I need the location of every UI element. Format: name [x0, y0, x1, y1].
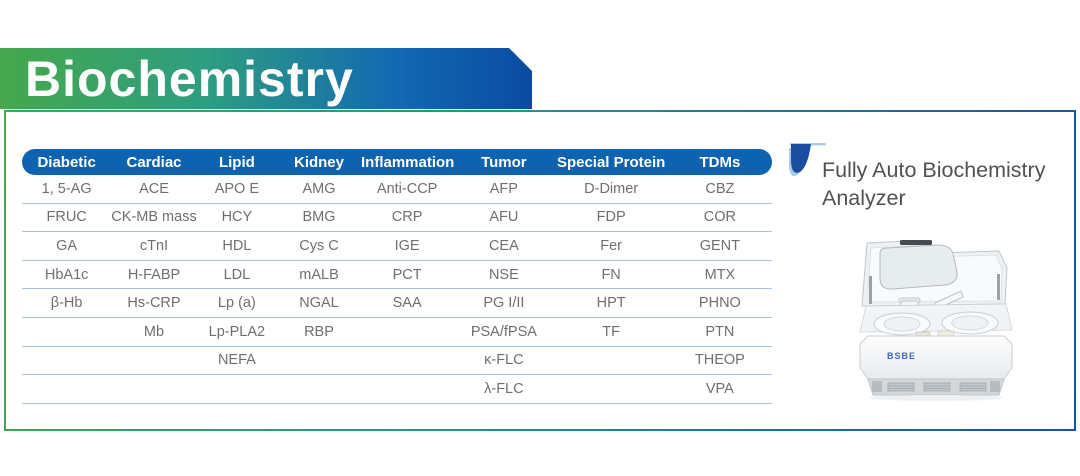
table-cell: VPA [705, 380, 734, 397]
flag-shape [791, 144, 811, 173]
table-cell: CK-MB mass [111, 209, 197, 226]
table-cell: FRUC [46, 209, 87, 226]
table-cell: λ-FLC [484, 380, 524, 397]
table-cell: TF [602, 323, 620, 340]
table-cell: FN [601, 266, 621, 283]
vent-grilles [887, 382, 987, 392]
device-hinge-right [997, 274, 1000, 300]
table-cell: NGAL [299, 295, 339, 312]
table-cell: AMG [302, 180, 336, 197]
table-cell: SAA [392, 295, 422, 312]
table-row: β-Hb Hs-CRP Lp (a) NGAL SAA PG I/II HPT PHNO [22, 289, 772, 318]
table-cell: PSA/fPSA [470, 323, 537, 340]
column-header: Tumor [481, 153, 527, 171]
table-cell: Fer [600, 237, 622, 254]
tray-inner-left [883, 316, 921, 332]
column-header: Diabetic [37, 153, 96, 171]
table-cell: Cys C [299, 237, 339, 254]
table-row: NEFA κ-FLC THEOP [22, 347, 772, 376]
table-cell: AFU [489, 209, 519, 226]
table-cell: GA [56, 237, 78, 254]
table-cell: Lp-PLA2 [208, 323, 266, 340]
table-cell: THEOP [694, 352, 745, 369]
table-cell: GENT [699, 237, 741, 254]
table-cell: NSE [488, 266, 519, 283]
table-body: 1, 5-AG ACE APO E AMG Anti-CCP AFP D-Dimer CBZ F… [22, 175, 772, 404]
column-header: Special Protein [556, 153, 666, 171]
tray-inner-right [951, 315, 989, 331]
table-cell: HDL [222, 237, 252, 254]
column-header: TDMs [699, 153, 741, 171]
device-lid-window [879, 244, 958, 290]
table-cell: HbA1c [44, 266, 89, 283]
table-cell: PTN [705, 323, 735, 340]
table-cell: H-FABP [127, 266, 181, 283]
column-header: Cardiac [126, 153, 182, 171]
table-cell: mALB [299, 266, 339, 283]
table-cell: κ-FLC [484, 352, 524, 369]
device-front-panel [859, 335, 1013, 380]
table-cell: APO E [214, 180, 260, 197]
table-row: HbA1c H-FABP LDL mALB PCT NSE FN MTX [22, 261, 772, 290]
analyzer-device-image: BSBE [859, 240, 1013, 401]
table-cell: Anti-CCP [376, 180, 438, 197]
table-cell: COR [703, 209, 736, 226]
table-row: Mb Lp-PLA2 RBP PSA/fPSA TF PTN [22, 318, 772, 347]
table-cell: PHNO [698, 295, 741, 312]
table-cell: ACE [139, 180, 169, 197]
table-cell: RBP [304, 323, 334, 340]
column-header: Lipid [218, 153, 255, 171]
table-cell: Lp (a) [217, 295, 256, 312]
table-row: FRUC CK-MB mass HCY BMG CRP AFU FDP COR [22, 204, 772, 233]
vent-corner-left [872, 381, 882, 392]
table-cell: IGE [394, 237, 420, 254]
table-cell: 1, 5-AG [41, 180, 92, 197]
table-cell: AFP [489, 180, 518, 197]
device-shadow [868, 395, 1004, 401]
table-cell: β-Hb [50, 295, 83, 312]
table-cell: CBZ [705, 180, 735, 197]
table-cell: D-Dimer [584, 180, 639, 197]
table-cell: HPT [596, 295, 626, 312]
table-cell: PCT [392, 266, 422, 283]
table-row: GA cTnI HDL Cys C IGE CEA Fer GENT [22, 232, 772, 261]
table-cell: Hs-CRP [127, 295, 181, 312]
table-cell: Mb [143, 323, 165, 340]
table-cell: MTX [704, 266, 736, 283]
table-cell: LDL [223, 266, 251, 283]
device-brand-label: BSBE [887, 351, 916, 361]
table-cell: FDP [596, 209, 626, 226]
table-cell: BMG [302, 209, 336, 226]
column-header: Kidney [293, 153, 344, 171]
assay-table: Diabetic Cardiac Lipid Kidney Inflammation Tu… [22, 149, 772, 404]
device-hinge-left [869, 276, 872, 304]
table-header-row: Diabetic Cardiac Lipid Kidney Inflammation Tu… [22, 149, 772, 175]
vent-corner-right [990, 381, 1000, 392]
corner-flag-icon [788, 143, 826, 177]
table-row: λ-FLC VPA [22, 375, 772, 404]
table-cell: CRP [391, 209, 423, 226]
section-title: Biochemistry [25, 50, 354, 107]
table-row: 1, 5-AG ACE APO E AMG Anti-CCP AFP D-Dimer CBZ [22, 175, 772, 204]
column-header: Inflammation [361, 153, 455, 171]
table-cell: HCY [221, 209, 253, 226]
table-cell: NEFA [217, 352, 256, 369]
table-cell: CEA [488, 237, 519, 254]
table-cell: PG I/II [483, 295, 525, 312]
analyzer-title: Fully Auto Biochemistry Analyzer [822, 158, 1046, 211]
device-lid-handle [900, 240, 932, 245]
section-banner: Biochemistry [0, 48, 532, 109]
table-cell: cTnI [139, 237, 169, 254]
